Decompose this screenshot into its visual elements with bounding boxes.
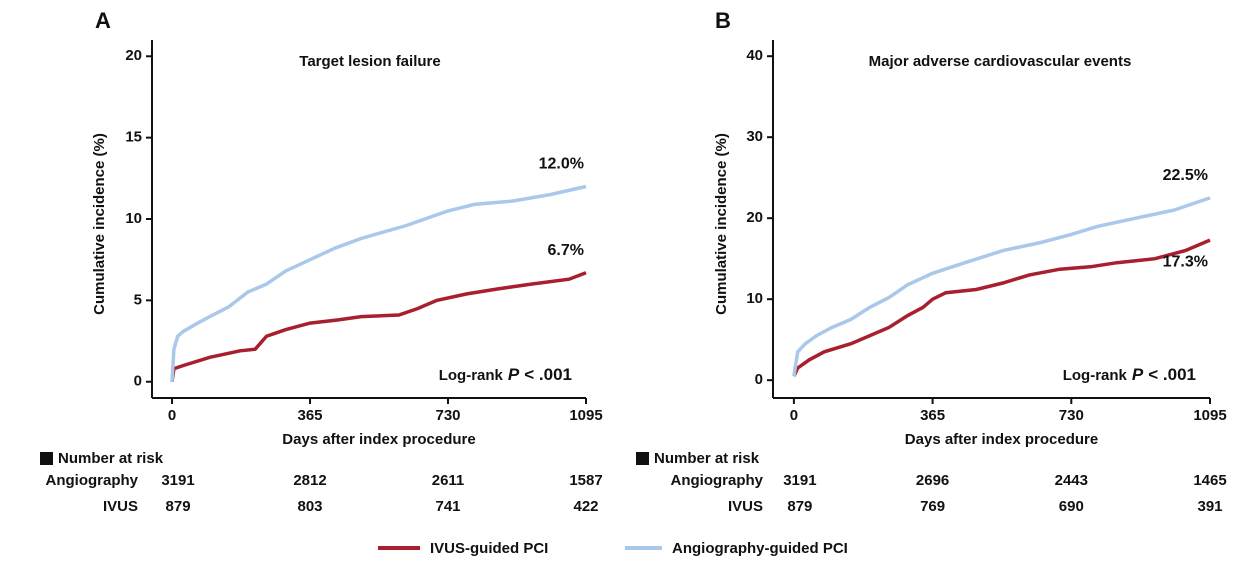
annotation-part: < .001 xyxy=(1148,365,1196,384)
annotation: Log-rank P < .001 xyxy=(439,365,572,384)
risk-value: 391 xyxy=(1197,498,1222,515)
risk-value: 3191 xyxy=(161,472,194,489)
x-tick-label: 365 xyxy=(920,407,945,424)
risk-title: Number at risk xyxy=(58,450,164,467)
risk-value: 2812 xyxy=(293,472,326,489)
y-tick-label: 0 xyxy=(755,371,763,388)
y-tick-label: 5 xyxy=(134,291,142,308)
risk-value: 741 xyxy=(435,498,460,515)
risk-value: 803 xyxy=(298,498,323,515)
panel-label: B xyxy=(715,8,731,33)
panel-label: A xyxy=(95,8,111,33)
km-curve xyxy=(792,196,1211,377)
risk-value: 879 xyxy=(787,498,812,515)
risk-row-label: Angiography xyxy=(671,472,764,489)
x-axis-title: Days after index procedure xyxy=(905,431,1098,448)
risk-value: 1587 xyxy=(569,472,602,489)
annotation-part: Log-rank xyxy=(1063,367,1128,384)
y-axis-title: Cumulative incidence (%) xyxy=(91,133,108,315)
risk-value: 690 xyxy=(1059,498,1084,515)
risk-value: 422 xyxy=(573,498,598,515)
end-label: 22.5% xyxy=(1163,167,1208,184)
x-tick-label: 730 xyxy=(1059,407,1084,424)
x-tick-label: 730 xyxy=(435,407,460,424)
x-axis-title: Days after index procedure xyxy=(282,431,475,448)
risk-marker xyxy=(40,452,53,465)
km-curve xyxy=(170,271,587,382)
risk-value: 3191 xyxy=(783,472,816,489)
risk-row-label: IVUS xyxy=(103,498,138,515)
risk-value: 2443 xyxy=(1055,472,1088,489)
chart-title: Major adverse cardiovascular events xyxy=(869,53,1132,70)
y-tick-label: 20 xyxy=(746,209,763,226)
x-tick-label: 365 xyxy=(298,407,323,424)
x-tick-label: 0 xyxy=(790,407,798,424)
y-axis-title: Cumulative incidence (%) xyxy=(713,133,730,315)
risk-value: 1465 xyxy=(1193,472,1226,489)
annotation-part: P xyxy=(508,365,520,384)
legend-label: IVUS-guided PCI xyxy=(430,540,548,557)
x-tick-label: 1095 xyxy=(1193,407,1226,424)
risk-title: Number at risk xyxy=(654,450,760,467)
y-tick-label: 20 xyxy=(125,47,142,64)
risk-marker xyxy=(636,452,649,465)
risk-value: 769 xyxy=(920,498,945,515)
annotation: Log-rank P < .001 xyxy=(1063,365,1196,384)
y-tick-label: 10 xyxy=(746,290,763,307)
risk-value: 2696 xyxy=(916,472,949,489)
km-curve xyxy=(170,184,587,382)
annotation-part: P xyxy=(1132,365,1144,384)
end-label: 12.0% xyxy=(539,156,584,173)
y-tick-label: 0 xyxy=(134,373,142,390)
x-tick-label: 0 xyxy=(168,407,176,424)
end-label: 6.7% xyxy=(548,242,584,259)
x-tick-label: 1095 xyxy=(569,407,602,424)
chart-title: Target lesion failure xyxy=(299,53,440,70)
end-label: 17.3% xyxy=(1163,253,1208,270)
annotation-part: < .001 xyxy=(524,365,572,384)
risk-value: 2611 xyxy=(432,472,465,489)
risk-row-label: Angiography xyxy=(46,472,139,489)
y-tick-label: 40 xyxy=(746,47,763,64)
risk-value: 879 xyxy=(166,498,191,515)
risk-row-label: IVUS xyxy=(728,498,763,515)
y-tick-label: 30 xyxy=(746,128,763,145)
km-curve xyxy=(792,238,1211,377)
y-tick-label: 10 xyxy=(125,210,142,227)
annotation-part: Log-rank xyxy=(439,367,504,384)
y-tick-label: 15 xyxy=(125,129,142,146)
legend-label: Angiography-guided PCI xyxy=(672,540,848,557)
